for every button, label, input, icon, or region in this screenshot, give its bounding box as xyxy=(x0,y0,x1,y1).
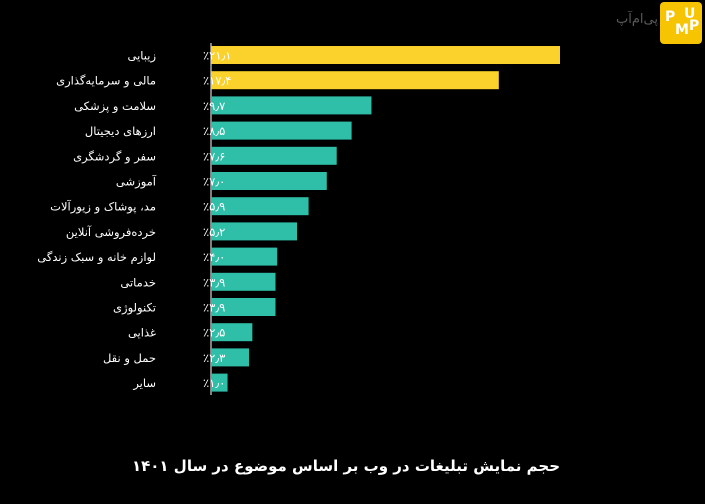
category-label: غذایی xyxy=(128,326,156,340)
value-label: ٪۲۱٫۱ xyxy=(203,49,231,63)
value-label: ٪۸٫۵ xyxy=(203,124,225,138)
bar xyxy=(211,323,253,342)
bar xyxy=(211,71,499,90)
bar xyxy=(211,348,250,367)
bar xyxy=(211,172,327,190)
bar xyxy=(211,121,352,140)
bar xyxy=(211,96,372,115)
value-label: ٪۷٫۰ xyxy=(203,175,225,189)
logo-text: پی‌ام‌آپ xyxy=(616,12,658,27)
bar xyxy=(211,146,337,165)
pmup-badge-icon: P M U P xyxy=(660,2,702,44)
badge-letter: U xyxy=(684,6,695,22)
category-label: سلامت و پزشکی xyxy=(74,99,156,114)
value-label: ٪۳٫۹ xyxy=(203,301,225,315)
category-label: تکنولوژی xyxy=(113,301,156,316)
category-label: سفر و گردشگری xyxy=(73,149,156,164)
value-label: ٪۴٫۰ xyxy=(203,250,225,264)
value-label: ٪۱۷٫۴ xyxy=(203,74,231,88)
value-label: ٪۵٫۲ xyxy=(203,225,225,239)
badge-letter: M xyxy=(675,22,689,38)
category-label: ارزهای دیجیتال xyxy=(85,124,156,139)
pmup-logo: پی‌ام‌آپ P M U P xyxy=(594,2,704,46)
category-label: خدماتی xyxy=(120,275,156,289)
bar xyxy=(211,222,298,241)
category-label: خرده‌فروشی آنلاین xyxy=(66,225,156,240)
bar xyxy=(211,197,309,216)
category-label: مد، پوشاک و زیورآلات xyxy=(50,200,156,215)
bar xyxy=(211,46,560,64)
value-label: ٪۳٫۹ xyxy=(203,275,225,289)
value-label: ٪۲٫۳ xyxy=(203,351,225,365)
value-label: ٪۷٫۶ xyxy=(203,149,225,163)
category-label: مالی و سرمایه‌گذاری xyxy=(56,74,156,89)
category-label: لوازم خانه و سبک زندگی xyxy=(37,250,156,265)
value-label: ٪۹٫۷ xyxy=(203,99,225,113)
bar xyxy=(211,272,276,291)
value-label: ٪۵٫۹ xyxy=(203,200,225,214)
chart-title: حجم نمایش تبلیغات در وب بر اساس موضوع در… xyxy=(131,457,560,475)
bar xyxy=(211,247,278,266)
bar xyxy=(211,373,228,392)
value-label: ٪۲٫۵ xyxy=(203,326,225,340)
bar xyxy=(211,298,276,316)
badge-letter: P xyxy=(665,9,675,25)
category-label: حمل و نقل xyxy=(103,351,156,366)
category-label: سایر xyxy=(132,376,156,391)
value-label: ٪۱٫۰ xyxy=(203,376,225,390)
badge-letter: P xyxy=(689,18,699,34)
category-label: زیبایی xyxy=(127,49,156,64)
category-label: آموزشی xyxy=(116,175,157,190)
